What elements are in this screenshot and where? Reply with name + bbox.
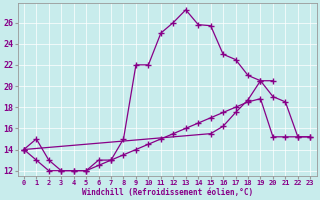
X-axis label: Windchill (Refroidissement éolien,°C): Windchill (Refroidissement éolien,°C): [82, 188, 253, 197]
